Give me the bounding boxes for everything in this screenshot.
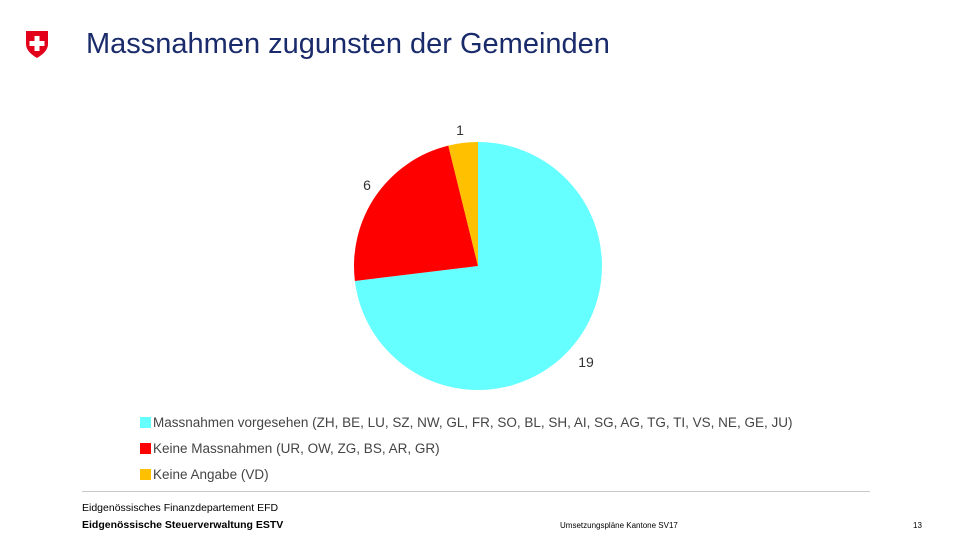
- chart-legend: Massnahmen vorgesehen (ZH, BE, LU, SZ, N…: [140, 415, 793, 494]
- pie-slice: [448, 142, 478, 266]
- legend-item: Massnahmen vorgesehen (ZH, BE, LU, SZ, N…: [140, 415, 793, 430]
- legend-label: Keine Massnahmen (UR, OW, ZG, BS, AR, GR…: [153, 441, 440, 456]
- footer-divider: [82, 491, 870, 492]
- page-title: Massnahmen zugunsten der Gemeinden: [86, 28, 610, 60]
- page-number: 13: [913, 521, 922, 530]
- pie-data-label: 19: [578, 354, 594, 370]
- footer-department: Eidgenössisches Finanzdepartement EFD: [82, 502, 279, 514]
- pie-data-label: 1: [456, 122, 464, 138]
- swiss-crest-icon: [26, 31, 48, 58]
- legend-swatch: [140, 443, 151, 454]
- legend-label: Massnahmen vorgesehen (ZH, BE, LU, SZ, N…: [153, 415, 793, 430]
- legend-swatch: [140, 469, 151, 480]
- pie-data-label: 6: [363, 177, 371, 193]
- legend-item: Keine Massnahmen (UR, OW, ZG, BS, AR, GR…: [140, 441, 792, 456]
- legend-label: Keine Angabe (VD): [153, 467, 269, 482]
- footer-document-title: Umsetzungspläne Kantone SV17: [560, 521, 678, 530]
- pie-slice: [353, 145, 478, 281]
- legend-swatch: [140, 417, 151, 428]
- footer-office: Eidgenössische Steuerverwaltung ESTV: [82, 519, 284, 531]
- legend-item: Keine Angabe (VD): [140, 467, 792, 482]
- pie-slice: [354, 142, 602, 390]
